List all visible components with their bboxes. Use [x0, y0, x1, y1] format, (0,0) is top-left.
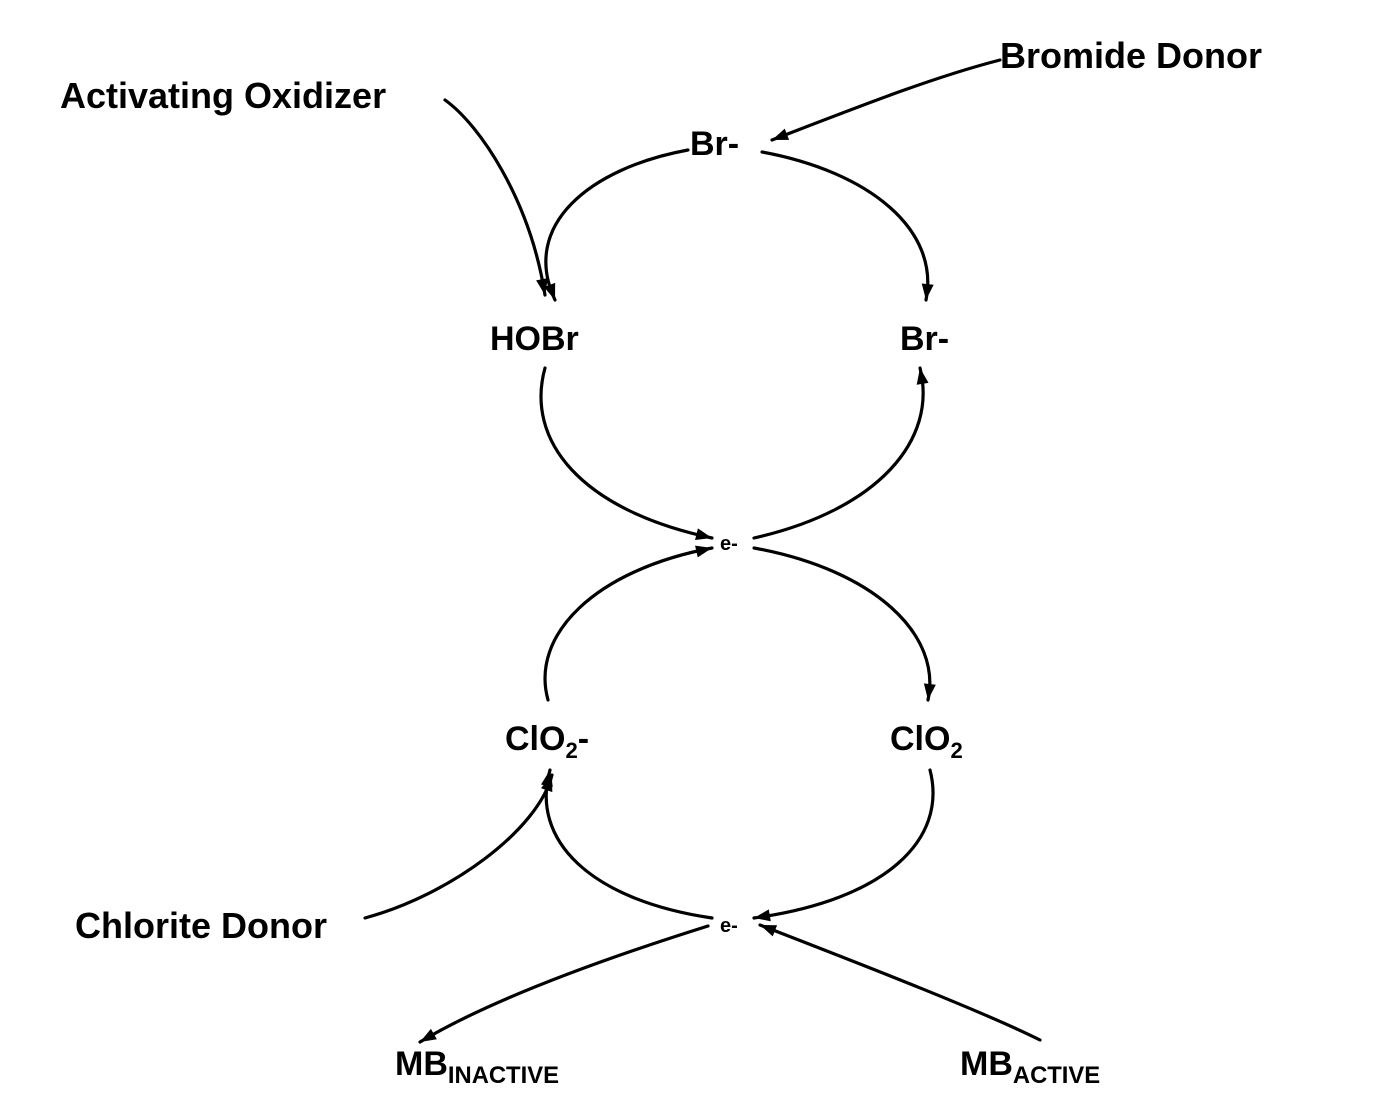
arc-layer	[0, 0, 1395, 1119]
e-to-clo2	[754, 548, 930, 700]
mbactive-to-e	[760, 925, 1040, 1040]
label-e-top: e-	[720, 533, 738, 556]
clo2m-to-ebot	[546, 770, 712, 918]
label-clo2-minus: ClO2-	[505, 720, 589, 764]
diagram-stage: Activating Oxidizer Bromide Donor Br- HO…	[0, 0, 1395, 1119]
hobr-to-e	[541, 368, 712, 538]
brright-to-e	[754, 368, 923, 538]
e-to-clo2minus	[545, 548, 712, 700]
bd-to-br	[772, 60, 1000, 140]
cd-to-clo2m	[365, 775, 552, 918]
label-hobr: HOBr	[490, 320, 579, 359]
label-e-bottom: e-	[720, 915, 738, 938]
label-bromide-donor: Bromide Donor	[1000, 35, 1262, 77]
br-to-hobr-left	[546, 150, 688, 300]
label-br-top: Br-	[690, 125, 739, 164]
clo2-to-ebot	[754, 770, 933, 918]
label-activating-oxidizer: Activating Oxidizer	[60, 75, 386, 117]
e-to-mbinactive	[420, 926, 708, 1042]
ao-to-hobr	[445, 100, 545, 295]
label-mb-active: MBACTIVE	[960, 1045, 1100, 1090]
label-chlorite-donor: Chlorite Donor	[75, 905, 327, 947]
label-clo2: ClO2	[890, 720, 963, 764]
label-br-right: Br-	[900, 320, 949, 359]
label-mb-inactive: MBINACTIVE	[395, 1045, 559, 1090]
br-to-brright	[762, 152, 928, 300]
